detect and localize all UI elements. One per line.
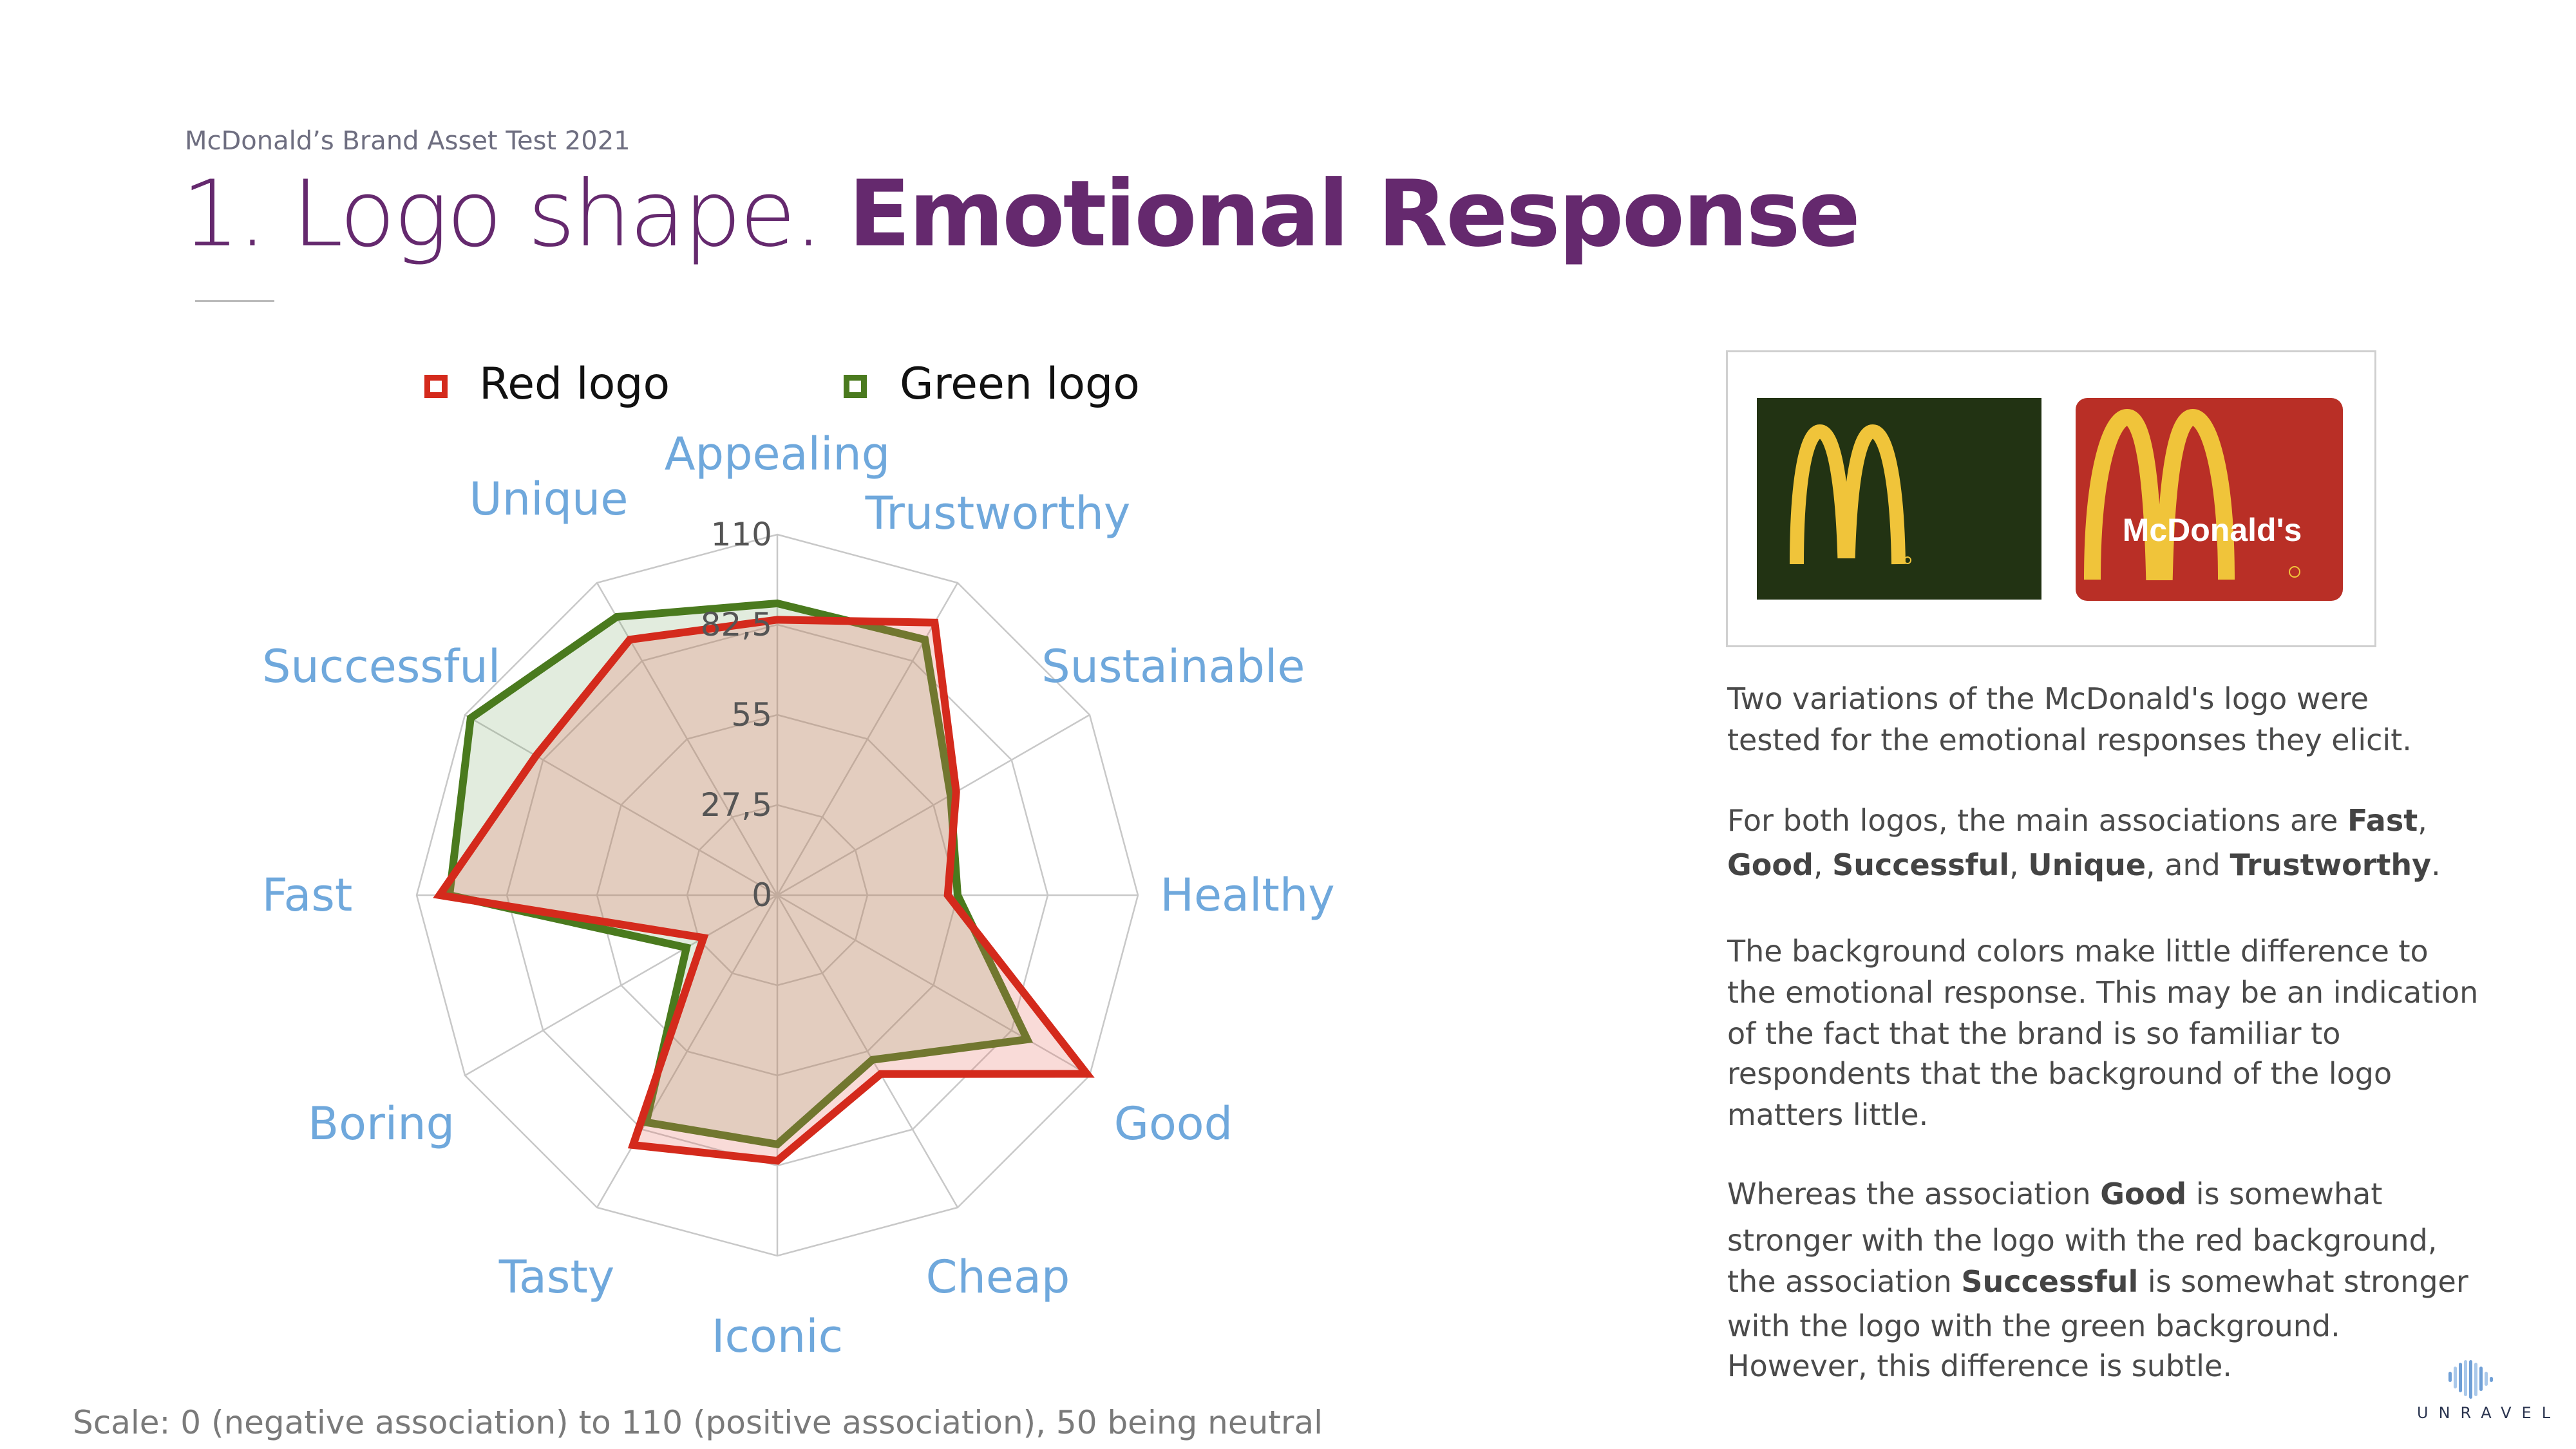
grid-spoke [596, 582, 779, 896]
unravel-brand-name: UNRAVEL [2417, 1404, 2561, 1422]
desc-p4-l1: Whereas the association Good is somewhat [1727, 1177, 2383, 1211]
page-title: 1. Logo shape. Emotional Response [182, 169, 1861, 260]
deck-subtitle: McDonald’s Brand Asset Test 2021 [185, 126, 630, 156]
axis-label-cheap: Cheap [925, 1251, 1070, 1304]
desc-p3-l4: respondents that the background of the l… [1727, 1056, 2392, 1091]
grid-spoke [464, 894, 778, 1077]
desc-p3-l2: the emotional response. This may be an i… [1727, 975, 2479, 1010]
tick-label: 82,5 [700, 606, 772, 643]
radar-series [433, 599, 1095, 1165]
tick-label: 27,5 [700, 786, 772, 824]
grid-spoke [777, 714, 1090, 896]
desc-p1-l1: Two variations of the McDonald's logo we… [1727, 681, 2369, 716]
legend-green-label: Green logo [900, 359, 1140, 410]
axis-label-good: Good [1113, 1097, 1233, 1150]
desc-p4-l4: with the logo with the green background. [1727, 1309, 2340, 1343]
title-light: 1. Logo shape. [182, 161, 849, 267]
scale-note: Scale: 0 (negative association) to 110 (… [73, 1404, 1323, 1441]
tick-label: 110 [710, 516, 772, 553]
radar-grid [415, 533, 1139, 1257]
logo-image-frame [1726, 350, 2376, 647]
red-logo-image: McDonald's [2076, 398, 2343, 601]
axis-label-appealing: Appealing [664, 428, 891, 480]
axis-label-tasty: Tasty [498, 1251, 615, 1304]
grid-spoke [776, 582, 959, 896]
legend-red-label: Red logo [479, 359, 670, 410]
grid-spoke [776, 895, 959, 1208]
title-divider [195, 300, 274, 302]
desc-p4-l5: However, this difference is subtle. [1727, 1349, 2232, 1383]
axis-label-sustainable: Sustainable [1041, 640, 1305, 693]
axis-label-fast: Fast [261, 869, 353, 922]
axis-label-successful: Successful [261, 640, 501, 693]
legend-red-swatch [424, 375, 448, 398]
desc-p1-l2: tested for the emotional responses they … [1727, 723, 2412, 757]
series-green-logo [445, 599, 1033, 1149]
desc-p3-l3: of the fact that the brand is so familia… [1727, 1016, 2341, 1051]
desc-p2-l2: Good, Successful, Unique, and Trustworth… [1727, 848, 2441, 882]
desc-p4-l3: the association Successful is somewhat s… [1727, 1264, 2468, 1299]
golden-arches-icon [1790, 424, 1911, 565]
green-logo-image [1757, 398, 2041, 600]
series-red-logo [433, 616, 1095, 1165]
unravel-logo-icon [2448, 1360, 2493, 1399]
grid-spoke [464, 714, 778, 896]
legend-green-swatch [844, 375, 867, 398]
desc-p3-l5: matters little. [1727, 1097, 1929, 1132]
grid-spoke [596, 895, 779, 1208]
axis-label-healthy: Healthy [1160, 869, 1335, 922]
axis-label-iconic: Iconic [711, 1310, 844, 1363]
grid-spoke [777, 894, 1090, 1077]
tick-label: 0 [752, 876, 772, 914]
desc-p3-l1: The background colors make little differ… [1727, 934, 2429, 969]
tick-label: 55 [731, 696, 772, 734]
axis-label-unique: Unique [469, 473, 629, 526]
golden-arches-wordmark-icon: McDonald's [2084, 408, 2302, 580]
title-bold: Emotional Response [848, 161, 1861, 267]
desc-p4-l2: stronger with the logo with the red back… [1727, 1223, 2438, 1258]
axis-label-boring: Boring [308, 1097, 455, 1150]
svg-text:McDonald's: McDonald's [2123, 512, 2302, 548]
desc-p2-l1: For both logos, the main associations ar… [1727, 803, 2427, 838]
axis-label-trustworthy: Trustworthy [865, 486, 1131, 540]
